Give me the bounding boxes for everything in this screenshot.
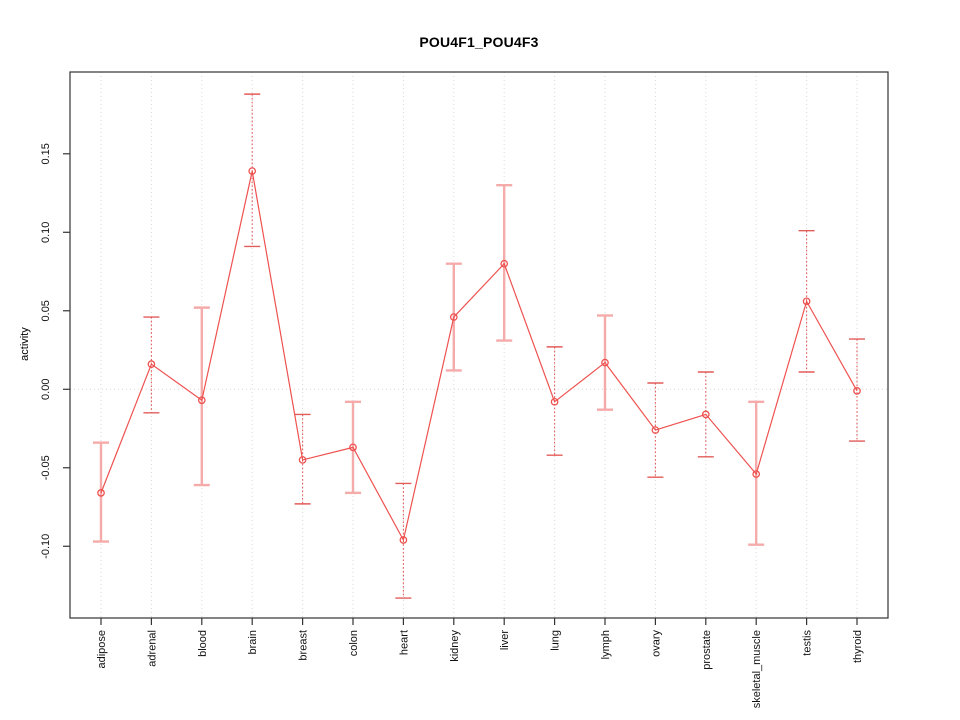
data-point [651,426,660,434]
series-line [100,170,858,542]
data-point [601,358,609,367]
data-point [500,259,509,268]
data-point [701,410,710,419]
y-tick-label: -0.05 [40,455,52,480]
x-tick-label: colon [348,630,360,656]
data-point [449,313,458,321]
x-tick-label: breast [298,630,310,661]
data-point [97,489,105,497]
y-tick-label: 0.05 [40,300,52,321]
x-tick-label: lymph [600,630,612,659]
x-tick-label: skeletal_muscle [751,630,763,708]
y-tick-label: 0.00 [40,379,52,400]
x-tick-label: prostate [701,630,713,670]
data-point [349,443,357,452]
y-tick-label: 0.10 [40,222,52,243]
data-point [802,297,811,306]
data-point [298,456,307,464]
data-point [147,360,156,369]
x-tick-label: heart [398,630,410,655]
data-point [248,167,257,175]
plot-frame [69,71,889,619]
x-tick-label: lung [550,630,562,651]
y-tick-label: -0.10 [40,534,52,559]
data-point [752,470,761,478]
x-tick-label: adrenal [146,630,158,667]
x-tick-label: ovary [650,630,662,657]
x-tick-label: thyroid [852,630,864,663]
chart-title: POU4F1_POU4F3 [419,34,539,50]
x-tick-label: brain [247,630,259,654]
data-point [197,396,206,405]
data-point [399,536,408,544]
x-tick-label: adipose [96,630,108,669]
x-tick-label: testis [802,630,814,656]
y-tick-label: 0.15 [40,143,52,164]
x-tick-label: liver [499,630,511,651]
data-point [550,397,559,406]
x-tick-label: kidney [449,630,461,662]
data-point [853,386,861,395]
x-tick-label: blood [197,630,209,657]
